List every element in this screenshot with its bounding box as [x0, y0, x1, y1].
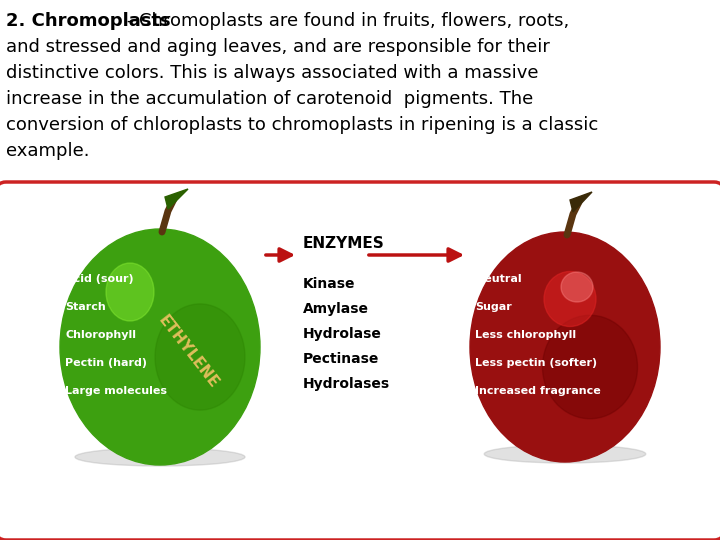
Ellipse shape	[561, 272, 593, 302]
Text: Increased fragrance: Increased fragrance	[475, 386, 600, 396]
Ellipse shape	[60, 229, 260, 465]
Text: Chlorophyll: Chlorophyll	[65, 330, 136, 340]
Text: Starch: Starch	[65, 302, 106, 312]
Text: 2. Chromoplasts: 2. Chromoplasts	[6, 12, 171, 30]
Text: Kinase: Kinase	[303, 277, 356, 291]
Text: increase in the accumulation of carotenoid  pigments. The: increase in the accumulation of caroteno…	[6, 90, 534, 108]
Text: Large molecules: Large molecules	[65, 386, 167, 396]
Ellipse shape	[75, 448, 245, 466]
Text: and stressed and aging leaves, and are responsible for their: and stressed and aging leaves, and are r…	[6, 38, 550, 56]
Text: conversion of chloroplasts to chromoplasts in ripening is a classic: conversion of chloroplasts to chromoplas…	[6, 116, 598, 134]
Text: Hydrolases: Hydrolases	[303, 377, 390, 391]
Text: ENZYMES: ENZYMES	[303, 236, 384, 251]
Text: Hydrolase: Hydrolase	[303, 327, 382, 341]
Text: Less pectin (softer): Less pectin (softer)	[475, 358, 597, 368]
Text: Pectin (hard): Pectin (hard)	[65, 358, 147, 368]
Text: Less chlorophyll: Less chlorophyll	[475, 330, 576, 340]
Polygon shape	[165, 189, 188, 209]
Ellipse shape	[544, 272, 596, 327]
Text: Sugar: Sugar	[475, 302, 512, 312]
Text: example.: example.	[6, 142, 89, 160]
Text: Amylase: Amylase	[303, 302, 369, 316]
Ellipse shape	[155, 304, 245, 410]
Text: distinctive colors. This is always associated with a massive: distinctive colors. This is always assoc…	[6, 64, 539, 82]
Text: Neutral: Neutral	[475, 274, 521, 284]
Ellipse shape	[542, 315, 637, 418]
Text: Acid (sour): Acid (sour)	[65, 274, 134, 284]
Text: Pectinase: Pectinase	[303, 352, 379, 366]
Ellipse shape	[485, 445, 646, 463]
Ellipse shape	[106, 263, 154, 321]
Text: ETHYLENE: ETHYLENE	[155, 313, 221, 392]
Ellipse shape	[470, 232, 660, 462]
FancyBboxPatch shape	[0, 182, 720, 540]
Text: - Chromoplasts are found in fruits, flowers, roots,: - Chromoplasts are found in fruits, flow…	[121, 12, 570, 30]
Polygon shape	[570, 192, 592, 212]
